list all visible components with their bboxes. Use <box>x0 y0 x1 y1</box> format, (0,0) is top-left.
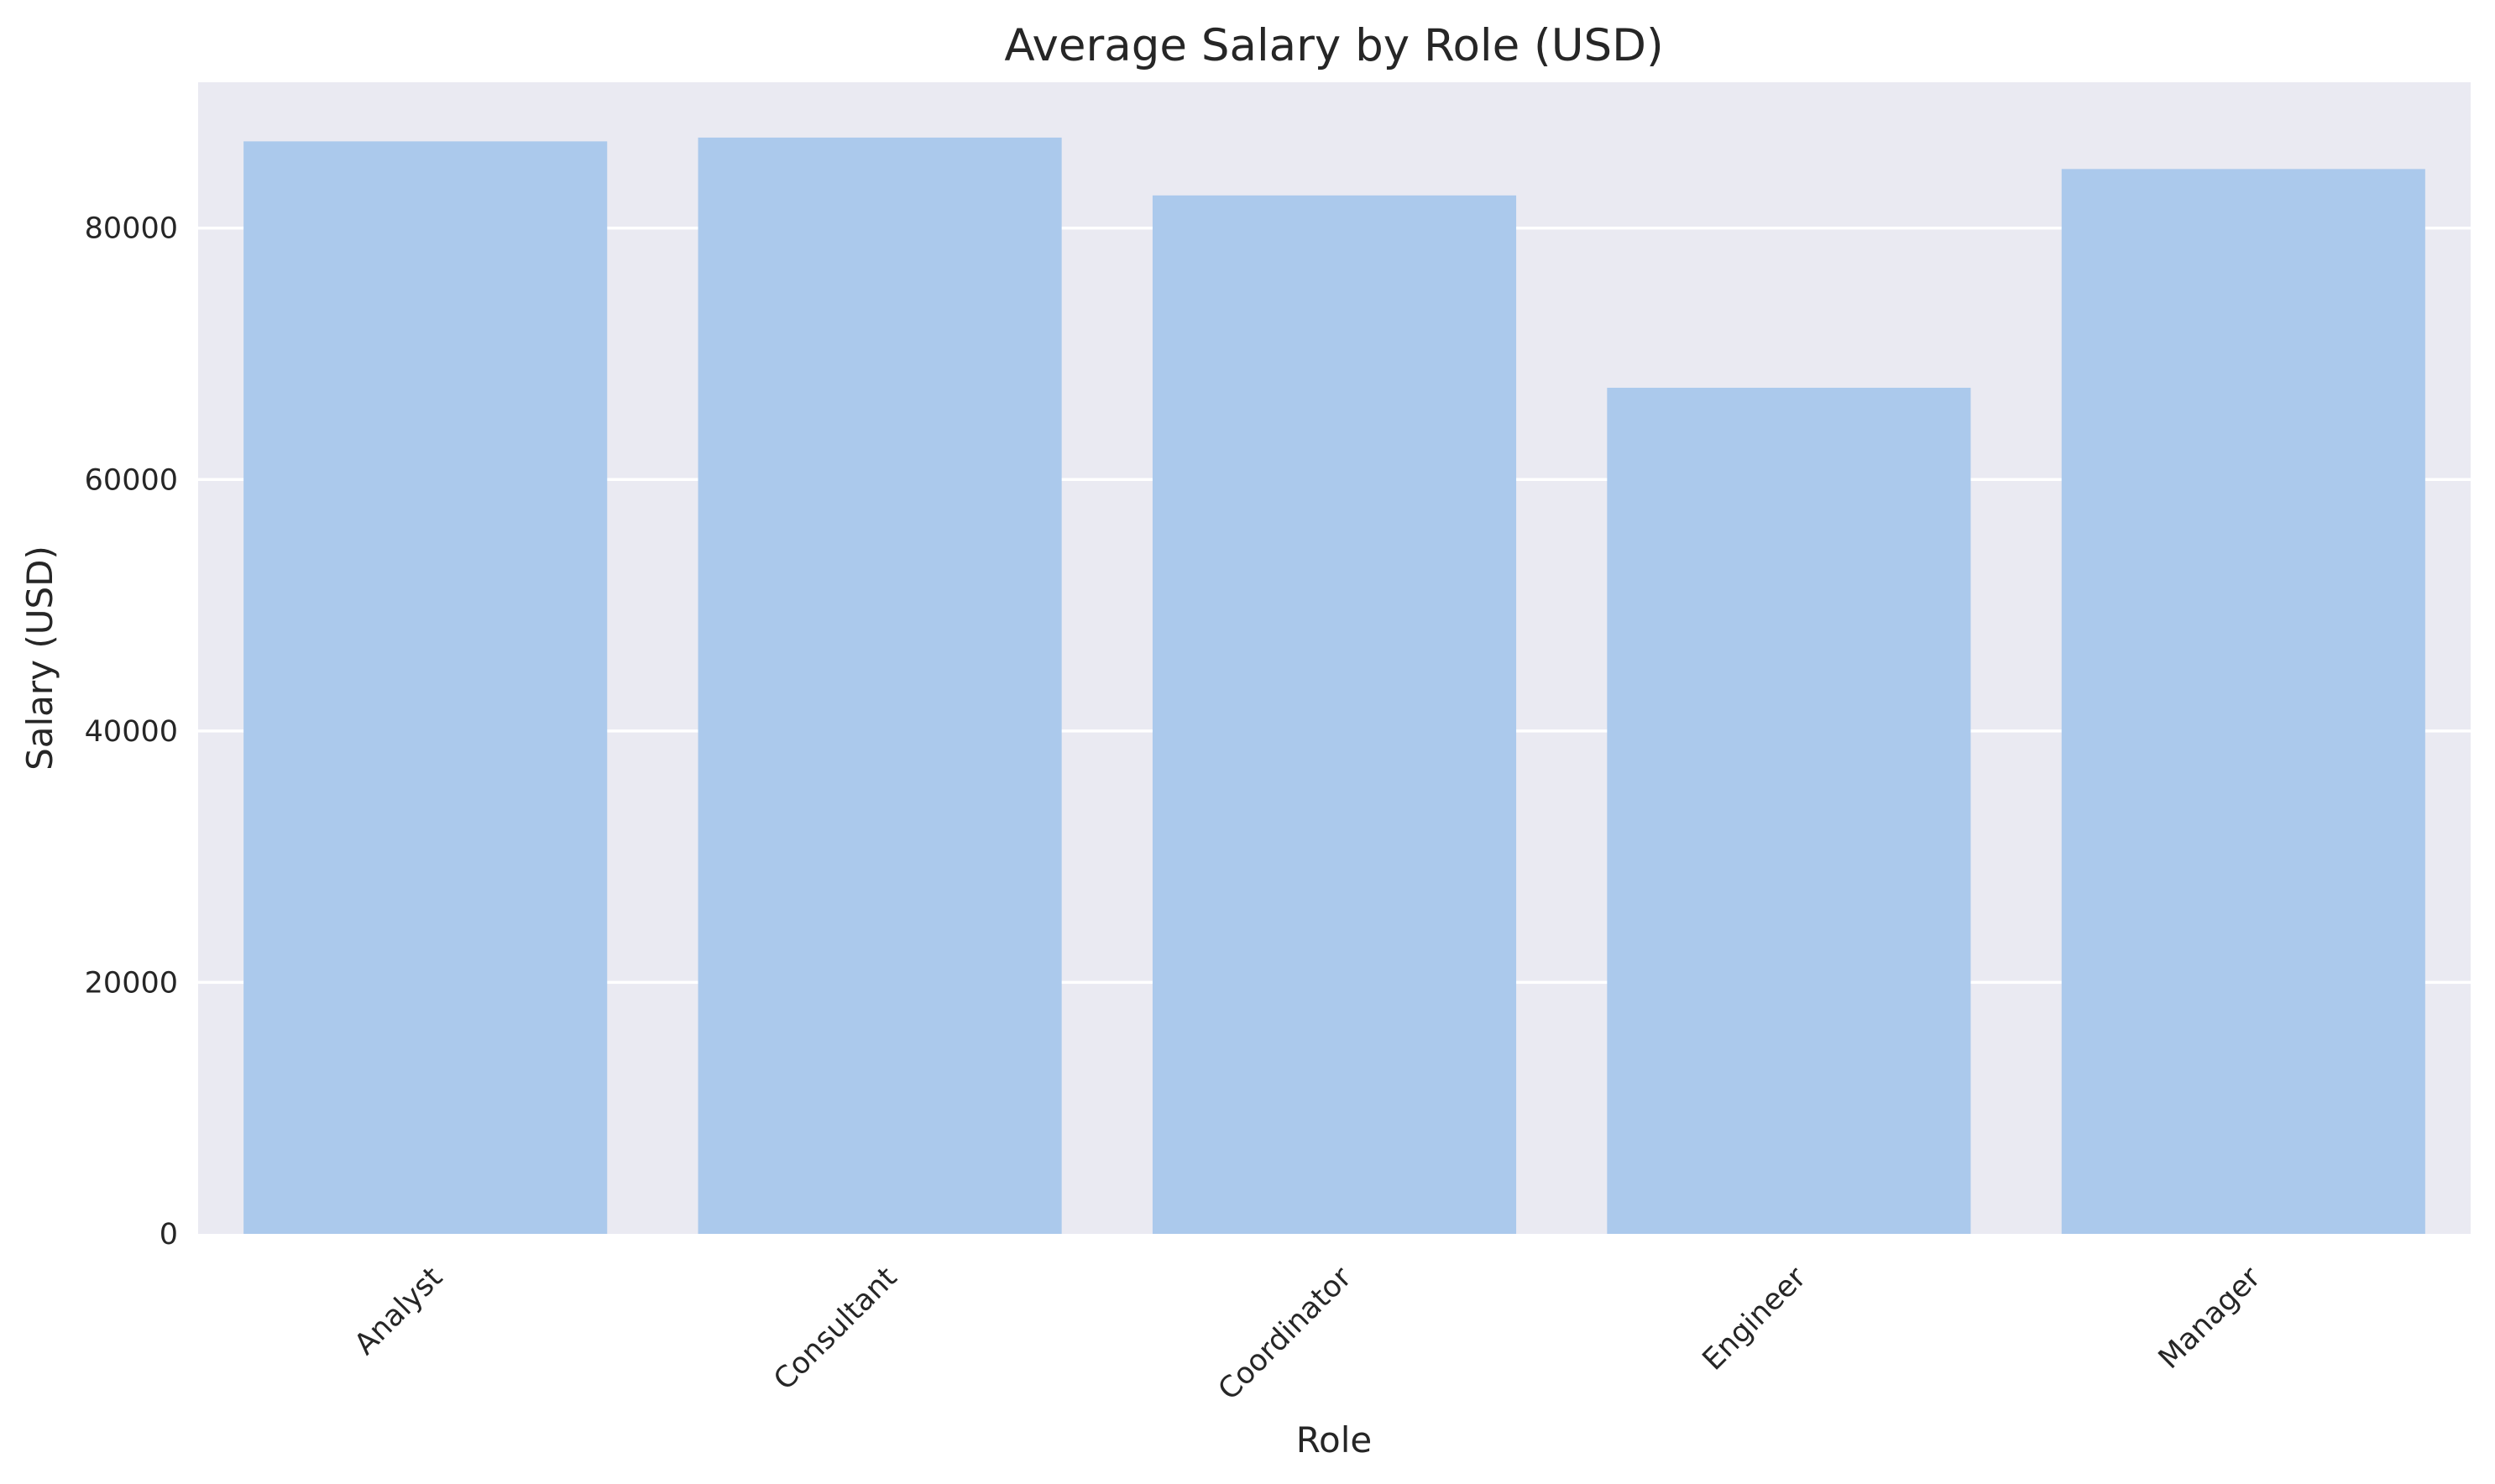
x-tick-label-coordinator: Coordinator <box>1212 1261 1358 1407</box>
x-tick-label-engineer: Engineer <box>1697 1261 1813 1377</box>
chart-title: Average Salary by Role (USD) <box>1004 20 1663 71</box>
bar-engineer <box>1607 387 1971 1234</box>
y-axis-label: Salary (USD) <box>19 546 60 771</box>
bar-coordinator <box>1152 195 1517 1235</box>
x-axis-label: Role <box>1296 1419 1373 1460</box>
bars <box>243 137 2425 1235</box>
x-tick-label-consultant: Consultant <box>767 1261 903 1397</box>
y-tick-labels: 0 20000 40000 60000 80000 <box>85 212 178 1251</box>
x-tick-labels: Analyst Consultant Coordinator Engineer Mana… <box>348 1261 2267 1407</box>
y-tick-label: 40000 <box>85 715 178 749</box>
bar-analyst <box>243 141 608 1235</box>
y-tick-label: 60000 <box>85 463 178 497</box>
x-tick-label-manager: Manager <box>2152 1261 2267 1376</box>
bar-consultant <box>698 137 1062 1234</box>
y-tick-label: 80000 <box>85 212 178 246</box>
x-tick-label-analyst: Analyst <box>348 1261 449 1361</box>
bar-manager <box>2061 169 2425 1234</box>
y-tick-label: 20000 <box>85 966 178 1000</box>
y-tick-label: 0 <box>160 1218 178 1251</box>
